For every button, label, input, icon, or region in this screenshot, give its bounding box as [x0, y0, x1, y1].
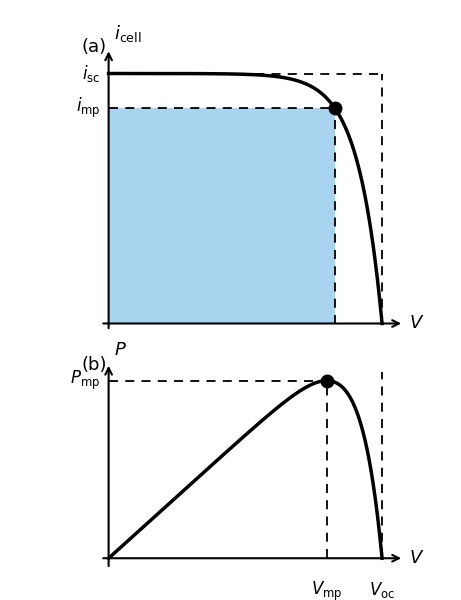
Text: $V_{\mathrm{mp}}$: $V_{\mathrm{mp}}$	[311, 580, 343, 600]
Text: (a): (a)	[81, 38, 106, 56]
Text: $i_{\mathrm{cell}}$: $i_{\mathrm{cell}}$	[114, 22, 142, 43]
Text: $i_{\mathrm{sc}}$: $i_{\mathrm{sc}}$	[82, 63, 100, 84]
Text: $P$: $P$	[114, 341, 127, 359]
Text: $V$: $V$	[409, 314, 425, 332]
Text: $P_{\mathrm{mp}}$: $P_{\mathrm{mp}}$	[71, 369, 100, 392]
Text: $V$: $V$	[409, 549, 425, 567]
Text: $i_{\mathrm{mp}}$: $i_{\mathrm{mp}}$	[76, 95, 100, 120]
Text: (b): (b)	[81, 356, 107, 374]
Text: $V_{\mathrm{oc}}$: $V_{\mathrm{oc}}$	[369, 580, 395, 599]
Bar	[109, 108, 335, 323]
